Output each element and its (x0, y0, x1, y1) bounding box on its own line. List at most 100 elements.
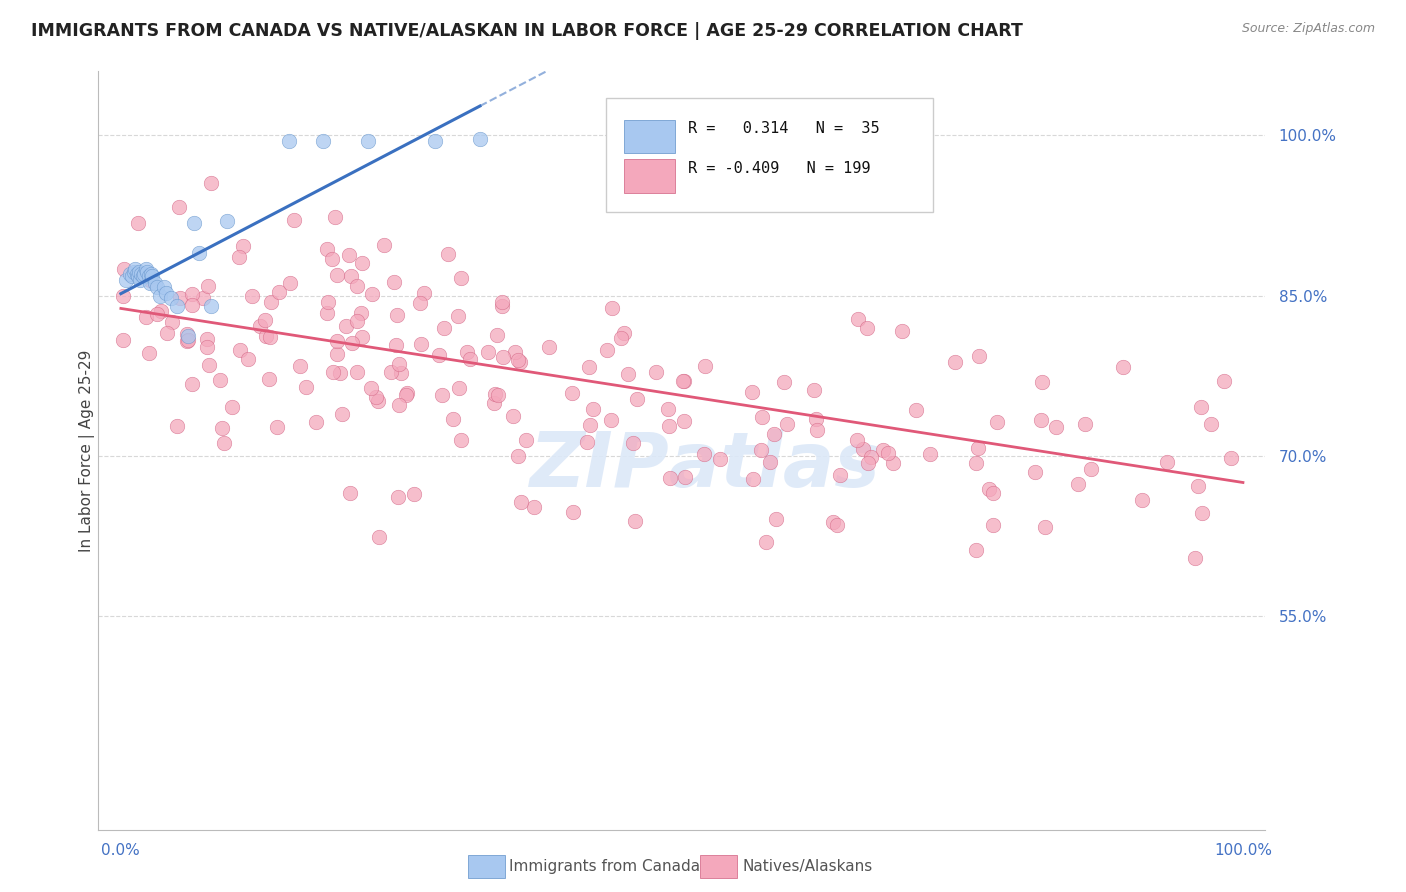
Point (169, 291, 191, 305)
Point (391, 366, 413, 380)
Point (254, 313, 277, 327)
FancyBboxPatch shape (606, 98, 932, 211)
Point (316, 242, 339, 256)
Point (1191, 506, 1213, 520)
Point (986, 415, 1008, 429)
Point (181, 286, 204, 301)
Point (267, 285, 290, 299)
Point (240, 289, 263, 303)
Point (1080, 462, 1102, 476)
Point (1199, 417, 1222, 432)
Point (523, 500, 546, 514)
Point (775, 417, 797, 432)
Point (967, 349, 990, 363)
Point (128, 265, 150, 279)
Point (388, 357, 411, 371)
Point (595, 343, 617, 357)
Point (1074, 417, 1097, 431)
Point (1045, 420, 1067, 434)
Point (484, 387, 506, 401)
Point (458, 351, 481, 366)
Point (1189, 400, 1212, 414)
Text: Source: ZipAtlas.com: Source: ZipAtlas.com (1241, 22, 1375, 36)
Point (515, 434, 537, 448)
Point (135, 310, 157, 325)
Point (326, 268, 349, 282)
Point (610, 331, 633, 345)
Point (209, 373, 232, 387)
Point (423, 134, 446, 148)
Point (506, 449, 529, 463)
Point (124, 265, 146, 279)
Point (1220, 450, 1243, 465)
Point (373, 238, 395, 252)
Point (382, 275, 405, 289)
Point (872, 443, 894, 458)
Point (141, 269, 163, 284)
Point (450, 270, 472, 285)
Point (502, 409, 524, 423)
Point (350, 330, 373, 344)
Point (138, 269, 160, 284)
Point (617, 367, 640, 381)
Point (180, 377, 202, 392)
Point (337, 248, 360, 262)
Point (411, 337, 433, 351)
Point (111, 289, 134, 303)
Point (1187, 479, 1209, 493)
Point (673, 470, 696, 484)
Point (156, 326, 179, 340)
Point (578, 360, 600, 375)
Point (762, 427, 785, 442)
Point (943, 354, 966, 368)
Point (456, 344, 478, 359)
Point (806, 411, 828, 425)
Point (709, 451, 731, 466)
Point (491, 295, 513, 310)
Point (323, 211, 346, 225)
Point (278, 134, 301, 148)
Point (198, 358, 221, 372)
Point (852, 442, 875, 457)
Point (259, 330, 281, 344)
Point (197, 278, 219, 293)
Point (322, 365, 344, 379)
Point (759, 455, 782, 469)
Point (437, 246, 460, 260)
Point (965, 456, 987, 470)
Point (503, 345, 526, 359)
Point (329, 366, 352, 380)
Point (396, 386, 419, 401)
Point (441, 412, 464, 426)
Point (176, 327, 198, 342)
Point (232, 239, 254, 253)
Point (599, 413, 621, 427)
Point (450, 434, 472, 448)
Point (830, 468, 852, 483)
Point (339, 268, 361, 283)
Point (741, 385, 763, 400)
Point (132, 269, 155, 284)
Point (823, 515, 845, 529)
Point (693, 359, 716, 373)
Point (167, 200, 190, 214)
Point (477, 345, 499, 359)
Text: Natives/Alaskans: Natives/Alaskans (742, 859, 873, 873)
Point (367, 530, 389, 544)
Point (672, 375, 695, 389)
Point (332, 407, 354, 421)
Point (127, 269, 149, 284)
Point (582, 401, 605, 416)
Text: R =   0.314   N =  35: R = 0.314 N = 35 (688, 121, 879, 136)
Point (430, 388, 453, 402)
Point (409, 296, 432, 310)
Point (326, 346, 349, 360)
Point (283, 213, 305, 227)
Point (290, 359, 312, 373)
Point (673, 414, 696, 428)
Point (335, 319, 357, 334)
Point (981, 517, 1004, 532)
Point (1112, 360, 1135, 375)
Point (214, 435, 236, 450)
Point (486, 387, 509, 401)
